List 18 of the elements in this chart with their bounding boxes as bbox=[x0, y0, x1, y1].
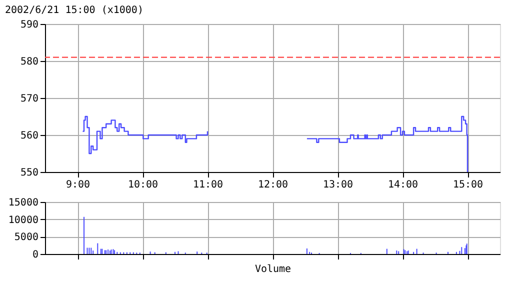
y-tick-label: 550 bbox=[20, 168, 38, 178]
chart-title: 2002/6/21 15:00 (x1000) bbox=[5, 5, 144, 16]
x-axis-title: Volume bbox=[254, 264, 292, 275]
x-tick-label: 10:00 bbox=[128, 180, 158, 190]
y-tick-label: 570 bbox=[20, 94, 38, 104]
x-tick-label: 9:00 bbox=[66, 180, 90, 190]
y-tick-label: 0 bbox=[32, 250, 38, 260]
y-tick-label: 10000 bbox=[8, 214, 38, 226]
x-tick-label: 12:00 bbox=[258, 180, 288, 190]
y-tick-label: 590 bbox=[20, 20, 38, 30]
x-tick-label: 13:00 bbox=[322, 180, 354, 190]
x-tick-label: 11:00 bbox=[192, 180, 224, 190]
y-tick-label: 15000 bbox=[8, 198, 38, 208]
y-tick-label: 560 bbox=[20, 130, 38, 142]
x-tick-label: 15:00 bbox=[452, 180, 484, 190]
y-tick-label: 580 bbox=[20, 56, 38, 68]
x-tick-label: 14:00 bbox=[388, 180, 418, 190]
y-tick-label: 5000 bbox=[14, 232, 38, 244]
